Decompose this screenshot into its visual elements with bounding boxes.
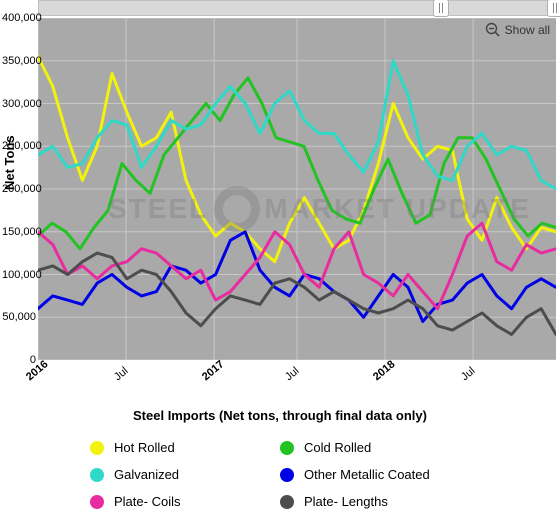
legend-item[interactable]: Other Metallic Coated bbox=[280, 467, 490, 482]
xtick-label: Jul bbox=[283, 365, 301, 383]
show-all-button[interactable]: Show all bbox=[485, 22, 550, 38]
ytick-label: 400,000 bbox=[2, 12, 36, 24]
legend-item[interactable]: Cold Rolled bbox=[280, 440, 490, 455]
range-overview[interactable] bbox=[38, 0, 556, 16]
ytick-label: 150,000 bbox=[2, 226, 36, 238]
legend-item[interactable]: Galvanized bbox=[90, 467, 280, 482]
legend-swatch-icon bbox=[90, 468, 104, 482]
chart-plot: Show all STEEL MARKET UPDATE bbox=[38, 18, 556, 360]
legend-item[interactable]: Plate- Coils bbox=[90, 494, 280, 509]
xtick-label: 2018 bbox=[371, 358, 397, 383]
ytick-label: 100,000 bbox=[2, 269, 36, 281]
ytick-label: 250,000 bbox=[2, 140, 36, 152]
watermark-part2: MARKET UPDATE bbox=[264, 193, 531, 225]
x-axis-caption: Steel Imports (Net tons, through final d… bbox=[0, 408, 560, 423]
watermark-ring-icon bbox=[214, 186, 260, 232]
ytick-label: 350,000 bbox=[2, 55, 36, 67]
show-all-label: Show all bbox=[505, 23, 550, 37]
legend-item[interactable]: Hot Rolled bbox=[90, 440, 280, 455]
xtick-label: Jul bbox=[112, 365, 130, 383]
watermark-part1: STEEL bbox=[108, 193, 208, 225]
legend-swatch-icon bbox=[280, 468, 294, 482]
legend-label: Cold Rolled bbox=[304, 440, 371, 455]
legend-swatch-icon bbox=[90, 441, 104, 455]
legend-swatch-icon bbox=[280, 441, 294, 455]
ytick-label: 0 bbox=[2, 354, 36, 366]
legend-label: Hot Rolled bbox=[114, 440, 175, 455]
watermark: STEEL MARKET UPDATE bbox=[108, 186, 531, 232]
range-handle-left[interactable] bbox=[433, 0, 449, 17]
legend-item[interactable]: Plate- Lengths bbox=[280, 494, 490, 509]
legend-swatch-icon bbox=[90, 495, 104, 509]
legend-label: Plate- Coils bbox=[114, 494, 180, 509]
legend-label: Plate- Lengths bbox=[304, 494, 388, 509]
ytick-label: 300,000 bbox=[2, 98, 36, 110]
legend-label: Galvanized bbox=[114, 467, 179, 482]
xtick-label: Jul bbox=[459, 365, 477, 383]
ytick-label: 200,000 bbox=[2, 183, 36, 195]
ytick-label: 50,000 bbox=[2, 311, 36, 323]
zoom-out-icon bbox=[485, 22, 501, 38]
legend: Hot Rolled Cold Rolled Galvanized Other Met… bbox=[90, 440, 490, 509]
legend-label: Other Metallic Coated bbox=[304, 467, 430, 482]
legend-swatch-icon bbox=[280, 495, 294, 509]
range-handle-right[interactable] bbox=[547, 0, 560, 17]
xtick-label: 2017 bbox=[200, 358, 226, 383]
